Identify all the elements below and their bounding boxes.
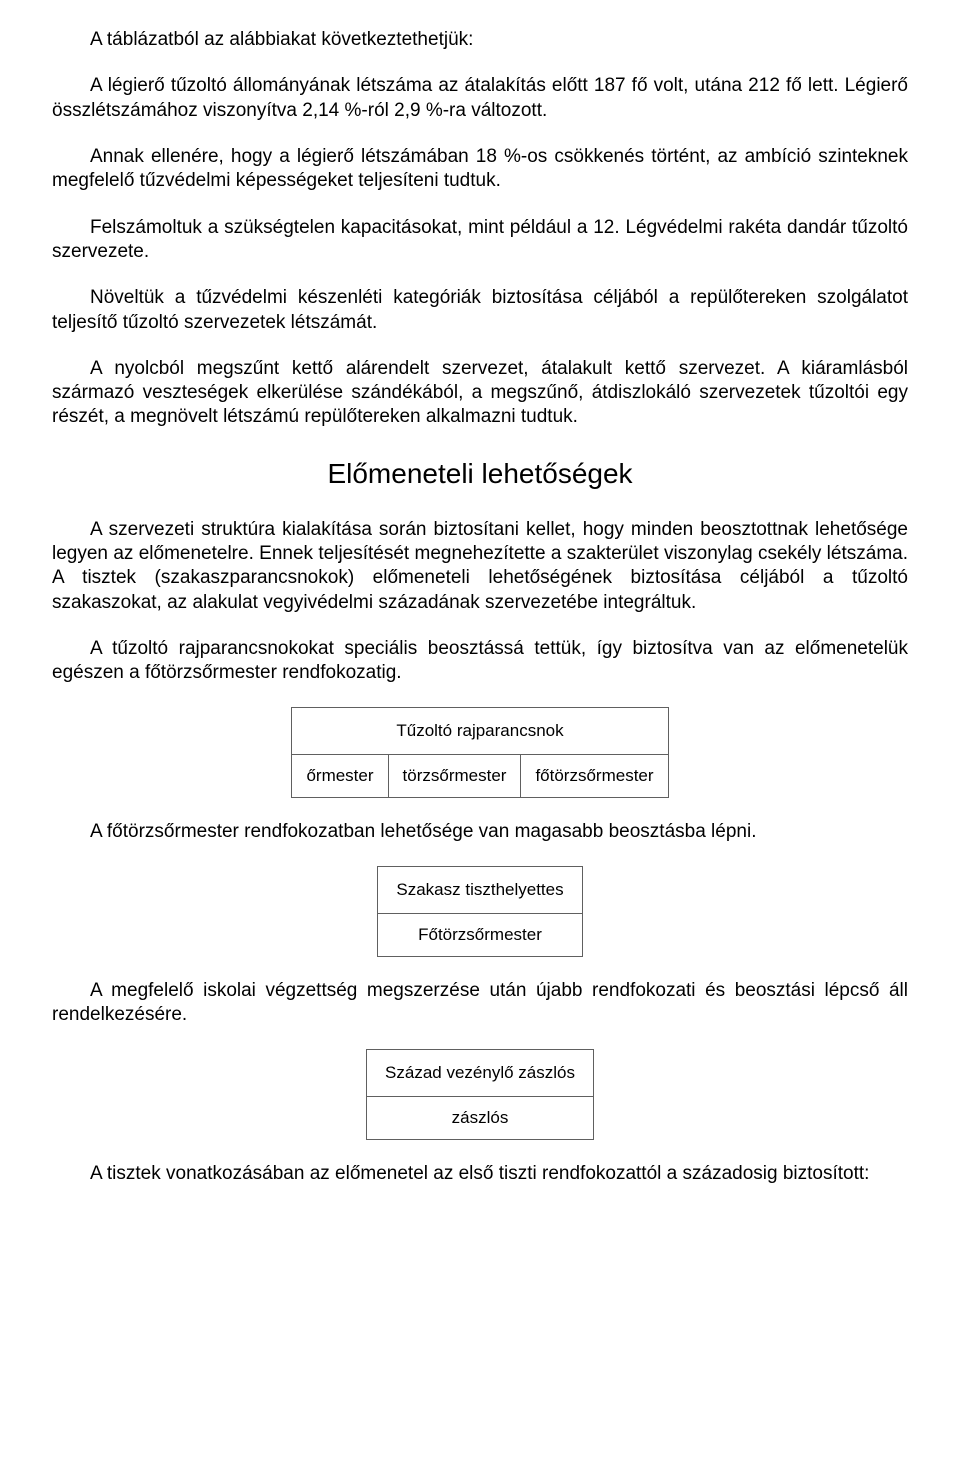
paragraph: Annak ellenére, hogy a légierő létszámáb… xyxy=(52,145,908,194)
paragraph: A táblázatból az alábbiakat következteth… xyxy=(52,28,908,52)
rank-table-3: Század vezénylő zászlós zászlós xyxy=(52,1049,908,1140)
paragraph: A tisztek vonatkozásában az előmenetel a… xyxy=(52,1162,908,1186)
paragraph: Növeltük a tűzvédelmi készenléti kategór… xyxy=(52,286,908,335)
paragraph: A főtörzsőrmester rendfokozatban lehetős… xyxy=(52,820,908,844)
table-cell: Főtörzsőrmester xyxy=(378,914,582,957)
table-cell: törzsőrmester xyxy=(388,755,521,798)
table-cell: főtörzsőrmester xyxy=(521,755,668,798)
table-cell: zászlós xyxy=(367,1097,594,1140)
table-cell: őrmester xyxy=(292,755,388,798)
paragraph: A megfelelő iskolai végzettség megszerzé… xyxy=(52,979,908,1028)
section-heading: Előmeneteli lehetőségek xyxy=(52,456,908,492)
table-cell: Század vezénylő zászlós xyxy=(367,1050,594,1097)
paragraph: A nyolcból megszűnt kettő alárendelt sze… xyxy=(52,357,908,430)
paragraph: Felszámoltuk a szükségtelen kapacitásoka… xyxy=(52,216,908,265)
paragraph: A szervezeti struktúra kialakítása során… xyxy=(52,518,908,615)
paragraph: A légierő tűzoltó állományának létszáma … xyxy=(52,74,908,123)
paragraph: A tűzoltó rajparancsnokokat speciális be… xyxy=(52,637,908,686)
rank-table-1: Tűzoltó rajparancsnok őrmester törzsőrme… xyxy=(52,707,908,798)
rank-table-2: Szakasz tiszthelyettes Főtörzsőrmester xyxy=(52,866,908,957)
table-cell: Szakasz tiszthelyettes xyxy=(378,867,582,914)
table-header-cell: Tűzoltó rajparancsnok xyxy=(292,708,668,755)
